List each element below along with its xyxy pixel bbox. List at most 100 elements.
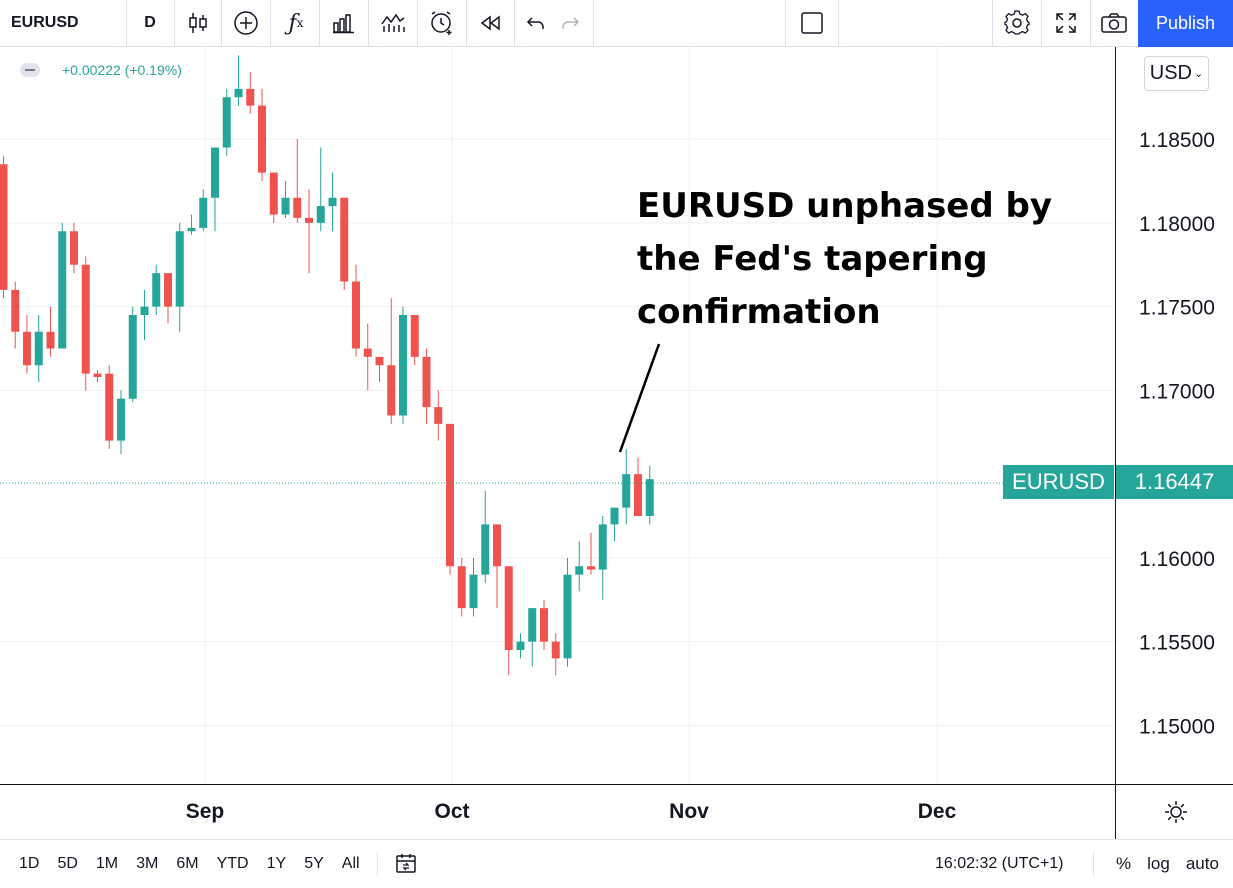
symbol-search-button[interactable]: EURUSD — [11, 14, 79, 31]
candle-body — [316, 206, 325, 223]
candle-body — [610, 507, 619, 525]
scale-options: % log auto — [1108, 840, 1227, 888]
candle — [645, 465, 654, 525]
candle — [93, 370, 102, 382]
candle — [316, 147, 325, 232]
chart-grid — [0, 47, 1115, 784]
camera-icon[interactable] — [1092, 0, 1136, 46]
candle — [363, 323, 372, 391]
fullscreen-icon[interactable] — [1044, 0, 1088, 46]
percent-scale-button[interactable]: % — [1116, 854, 1132, 873]
replay-icon[interactable] — [469, 0, 513, 46]
candle-body — [0, 164, 8, 290]
range-3m-button[interactable]: 3M — [136, 855, 159, 872]
candle — [58, 222, 67, 349]
candle-body — [504, 566, 513, 650]
bar-compare-icon[interactable] — [322, 0, 366, 46]
redo-icon[interactable] — [553, 0, 587, 46]
toolbar-divider — [785, 0, 786, 46]
range-5d-button[interactable]: 5D — [57, 855, 78, 872]
candle — [81, 256, 90, 391]
publish-button[interactable]: Publish — [1138, 0, 1233, 47]
currency-select[interactable]: USD ⌄ — [1144, 56, 1209, 91]
candles-icon[interactable] — [178, 0, 218, 46]
candle-body — [34, 331, 43, 366]
candle-body — [305, 217, 313, 223]
layout-square-icon[interactable] — [789, 0, 835, 46]
candle — [199, 189, 208, 232]
price-tick-label: 1.17000 — [1139, 380, 1215, 403]
range-1y-button[interactable]: 1Y — [266, 855, 287, 872]
range-all-button[interactable]: All — [341, 855, 360, 872]
candle — [551, 633, 560, 676]
range-1d-button[interactable]: 1D — [19, 855, 40, 872]
candle-body — [634, 474, 642, 516]
undo-icon[interactable] — [519, 0, 553, 46]
candle-body — [598, 524, 607, 570]
candle-body — [363, 348, 372, 357]
bottom-toolbar: 1D 5D 1M 3M 6M YTD 1Y 5Y All 16:02:32 (U… — [0, 839, 1233, 888]
candle-body — [258, 105, 266, 173]
log-scale-button[interactable]: log — [1147, 854, 1170, 873]
goto-date-icon[interactable] — [394, 852, 418, 876]
range-ytd-button[interactable]: YTD — [216, 855, 249, 872]
candle-body — [340, 197, 349, 282]
candle-body — [516, 641, 525, 650]
candle-body — [70, 231, 78, 265]
gear-icon[interactable] — [995, 0, 1039, 46]
candle-body — [187, 227, 196, 232]
toolbar-divider — [514, 0, 515, 46]
candle — [634, 457, 642, 516]
candle-body — [81, 264, 90, 374]
legend-collapse-icon[interactable] — [20, 63, 40, 77]
price-tick-label: 1.16000 — [1139, 548, 1215, 571]
candle-body — [422, 356, 431, 408]
candle — [528, 608, 537, 667]
toolbar-divider — [319, 0, 320, 46]
annotation-pointer — [618, 343, 661, 453]
candle — [164, 273, 172, 324]
candle-body — [622, 474, 631, 508]
candle-body — [152, 273, 161, 307]
candle-body — [11, 289, 20, 332]
auto-scale-button[interactable]: auto — [1185, 854, 1219, 873]
legend-row: +0.00222 (+0.19%) — [20, 60, 182, 80]
chart-annotation[interactable]: EURUSD unphased by the Fed's tapering co… — [637, 180, 1057, 339]
candle-body — [457, 566, 466, 609]
interval-button[interactable]: D — [144, 14, 156, 31]
candle-body — [105, 373, 114, 441]
templates-icon[interactable] — [371, 0, 415, 46]
candle — [140, 289, 149, 341]
candle-body — [211, 147, 219, 198]
toolbar-divider — [466, 0, 467, 46]
range-6m-button[interactable]: 6M — [176, 855, 199, 872]
range-5y-button[interactable]: 5Y — [304, 855, 324, 872]
candle — [446, 423, 454, 575]
axis-settings-icon[interactable] — [1164, 800, 1188, 824]
price-chart[interactable]: 1.15000 1.15500 1.16000 1.17000 1.17500 1.180… — [0, 47, 1233, 839]
range-1m-button[interactable]: 1M — [95, 855, 119, 872]
time-tick-label: Oct — [434, 800, 469, 823]
candle — [234, 55, 243, 106]
price-tick-label: 1.18000 — [1139, 213, 1215, 236]
candle-body — [469, 574, 478, 609]
candle — [610, 507, 619, 542]
candle-body — [222, 97, 231, 148]
candle-body — [587, 566, 595, 570]
candle — [23, 315, 31, 374]
symbol-price-label: EURUSD — [1003, 465, 1114, 499]
candle-body — [481, 524, 490, 575]
candle-body — [117, 398, 125, 441]
candle — [504, 566, 513, 676]
timezone-clock[interactable]: 16:02:32 (UTC+1) — [935, 855, 1064, 872]
plus-circle-icon[interactable] — [226, 0, 266, 46]
candle — [246, 72, 255, 114]
candle — [269, 172, 278, 223]
toolbar-divider — [1041, 0, 1042, 46]
alert-icon[interactable] — [420, 0, 464, 46]
candle — [293, 139, 302, 223]
candle — [410, 315, 419, 366]
price-tick-label: 1.15000 — [1139, 715, 1215, 738]
